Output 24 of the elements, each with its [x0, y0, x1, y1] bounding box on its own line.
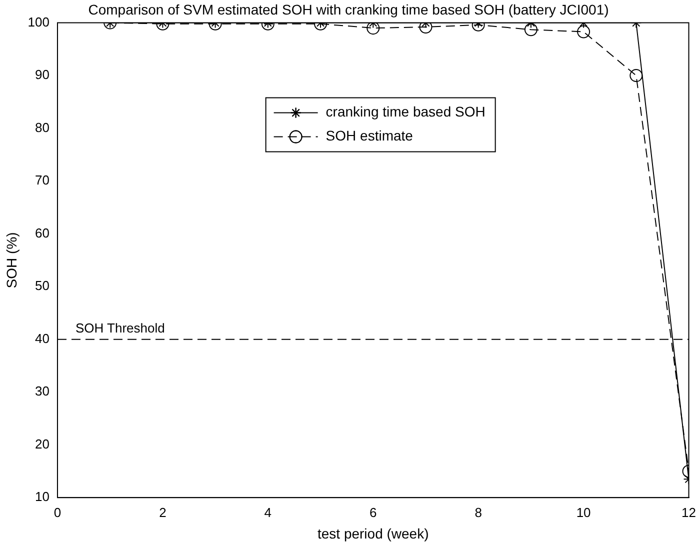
y-tick-label: 30 [35, 384, 50, 399]
y-tick-label: 10 [35, 489, 50, 504]
y-tick-label: 70 [35, 172, 50, 188]
ref-line-label: SOH Threshold [75, 320, 165, 336]
x-tick-label: 10 [576, 504, 591, 520]
chart-title: Comparison of SVM estimated SOH with cranking time based SOH (battery JCI001) [88, 1, 609, 18]
x-tick-label: 8 [474, 504, 482, 520]
legend-label: SOH estimate [326, 128, 414, 144]
y-tick-label: 40 [35, 330, 50, 346]
y-tick-label: 90 [35, 67, 50, 82]
x-tick-label: 4 [264, 504, 272, 520]
y-tick-label: 100 [28, 14, 50, 30]
x-tick-label: 6 [370, 504, 377, 520]
x-tick-label: 2 [159, 504, 166, 520]
x-axis-title: test period (week) [317, 525, 429, 542]
y-tick-label: 50 [35, 278, 50, 294]
x-tick-label: 12 [682, 504, 696, 520]
legend-label: cranking time based SOH [326, 104, 486, 120]
point [419, 22, 432, 34]
y-tick-label: 80 [35, 120, 50, 135]
y-tick-label: 60 [35, 225, 50, 240]
y-axis-title: SOH (%) [3, 232, 20, 288]
x-tick-label: 0 [54, 504, 62, 520]
y-tick-label: 20 [35, 436, 50, 452]
